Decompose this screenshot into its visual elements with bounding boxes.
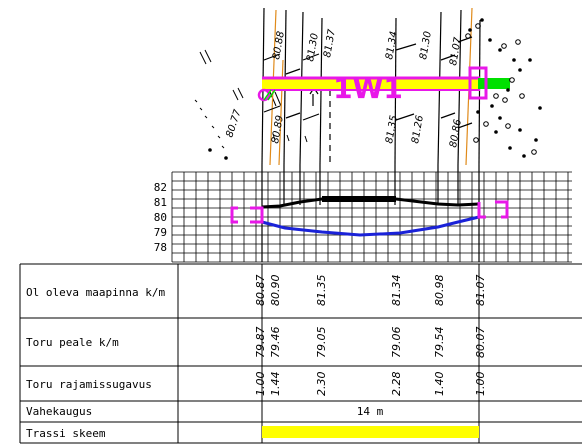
- plan-elev-11: 80.86: [448, 118, 464, 148]
- dot-icon: [480, 18, 484, 22]
- dot-icon: [512, 58, 516, 62]
- ground-value-4: 81.34: [390, 275, 403, 307]
- plan-elev-6: 81.07: [448, 36, 464, 67]
- dot-icon: [208, 148, 212, 152]
- plan-elevations: 80.88 81.30 81.37 81.34 81.30 81.07 80.7…: [224, 28, 464, 149]
- dot-icon: [534, 138, 538, 142]
- orange-line-3: [278, 59, 284, 166]
- depth-value-3: 2.30: [315, 372, 328, 397]
- tree-icon: [483, 121, 489, 127]
- y-tick-81: 81: [154, 196, 167, 209]
- dot-icon: [522, 154, 526, 158]
- plan-dots: [208, 18, 542, 160]
- pipe-top-value-3: 79.05: [315, 327, 328, 359]
- plan-elev-7: 80.77: [224, 108, 244, 139]
- tree-icon: [493, 93, 499, 99]
- pipe-top-value-4: 79.06: [390, 327, 403, 359]
- pipe-top-value-2: 79.46: [269, 327, 282, 359]
- tree-icon: [475, 23, 481, 29]
- profile-y-ticks: 82 81 80 79 78: [154, 181, 167, 254]
- tree-icon: [465, 33, 471, 39]
- pipe-top-value-6: 80.07: [474, 327, 487, 359]
- table-grid: [19, 263, 582, 444]
- ground-value-2: 80.90: [269, 275, 282, 307]
- ground-value-6: 81.07: [474, 275, 487, 307]
- distance-value: 14 m: [357, 405, 384, 418]
- plan-elev-1: 80.88: [271, 30, 287, 60]
- dot-icon: [538, 106, 542, 110]
- plan-hatching: [194, 49, 308, 149]
- plan-green-marks: [263, 89, 276, 101]
- pipe-top-value-5: 79.54: [433, 327, 446, 359]
- dot-icon: [490, 104, 494, 108]
- plan-elev-8: 80.89: [270, 114, 286, 144]
- dot-icon: [476, 110, 480, 114]
- y-tick-78: 78: [154, 241, 167, 254]
- well-bracket-right-icon: [477, 200, 509, 219]
- plan-elev-5: 81.30: [418, 30, 434, 60]
- tree-icon: [505, 123, 511, 129]
- depth-value-4: 2.28: [390, 372, 403, 397]
- row-label-ground: Ol oleva maapinna k/m: [26, 286, 165, 299]
- dot-icon: [494, 130, 498, 134]
- y-tick-82: 82: [154, 181, 167, 194]
- plan-elev-10: 81.26: [410, 114, 426, 144]
- dot-icon: [518, 128, 522, 132]
- dot-icon: [498, 116, 502, 120]
- ground-values: 80.87 80.90 81.35 81.34 80.98 81.07: [254, 275, 487, 307]
- depth-value-6: 1.00: [474, 372, 487, 397]
- depth-value-1: 1.00: [254, 372, 267, 397]
- plan-elev-3: 81.37: [322, 28, 338, 59]
- tree-icon: [515, 39, 521, 45]
- row-label-pipe-top: Toru peale k/m: [26, 336, 119, 349]
- pipe-id-label: 1W1: [333, 72, 403, 105]
- profile-grid: [171, 165, 572, 263]
- row-label-depth: Toru rajamissugavus: [26, 378, 152, 391]
- tree-icon: [473, 137, 479, 143]
- valve-icon: [478, 78, 510, 89]
- plan-elev-9: 81.35: [384, 114, 400, 144]
- row-label-distance: Vahekaugus: [26, 405, 92, 418]
- dot-icon: [506, 88, 510, 92]
- tree-icon: [501, 43, 507, 49]
- tree-icon: [531, 149, 537, 155]
- dot-icon: [508, 146, 512, 150]
- y-tick-79: 79: [154, 226, 167, 239]
- well-bracket-left-icon: [230, 206, 264, 224]
- ground-value-3: 81.35: [315, 275, 328, 307]
- dot-icon: [224, 156, 228, 160]
- pipe-top-value-1: 79.87: [254, 327, 267, 359]
- y-tick-80: 80: [154, 211, 167, 224]
- scheme-bar: [262, 426, 479, 438]
- plan-view: 1W1 80.88 81.30 81.37 81.34 81.30 81.07 …: [194, 7, 542, 166]
- dot-icon: [498, 48, 502, 52]
- plan-pipe-bar: [262, 78, 480, 90]
- depth-value-2: 1.44: [269, 372, 282, 397]
- depth-value-5: 1.40: [433, 372, 446, 397]
- dot-icon: [518, 68, 522, 72]
- dot-icon: [528, 58, 532, 62]
- dot-icon: [468, 28, 472, 32]
- tree-icon: [519, 93, 525, 99]
- depth-values: 1.00 1.44 2.30 2.28 1.40 1.00: [254, 372, 487, 397]
- well-end-icon: [468, 66, 488, 100]
- data-table: Ol oleva maapinna k/m Toru peale k/m Tor…: [19, 263, 582, 444]
- plan-elev-2: 81.30: [305, 32, 321, 62]
- tree-icon: [509, 77, 515, 83]
- profile-section: 82 81 80 79 78: [154, 165, 572, 263]
- row-label-scheme: Trassi skeem: [26, 427, 106, 440]
- tree-icon: [502, 97, 508, 103]
- pipe-bottom-line: [261, 215, 480, 237]
- pipe-top-values: 79.87 79.46 79.05 79.06 79.54 80.07: [254, 327, 487, 359]
- ground-value-1: 80.87: [254, 275, 267, 307]
- plan-elev-4: 81.34: [384, 30, 400, 60]
- ground-value-5: 80.98: [433, 275, 446, 307]
- dot-icon: [488, 38, 492, 42]
